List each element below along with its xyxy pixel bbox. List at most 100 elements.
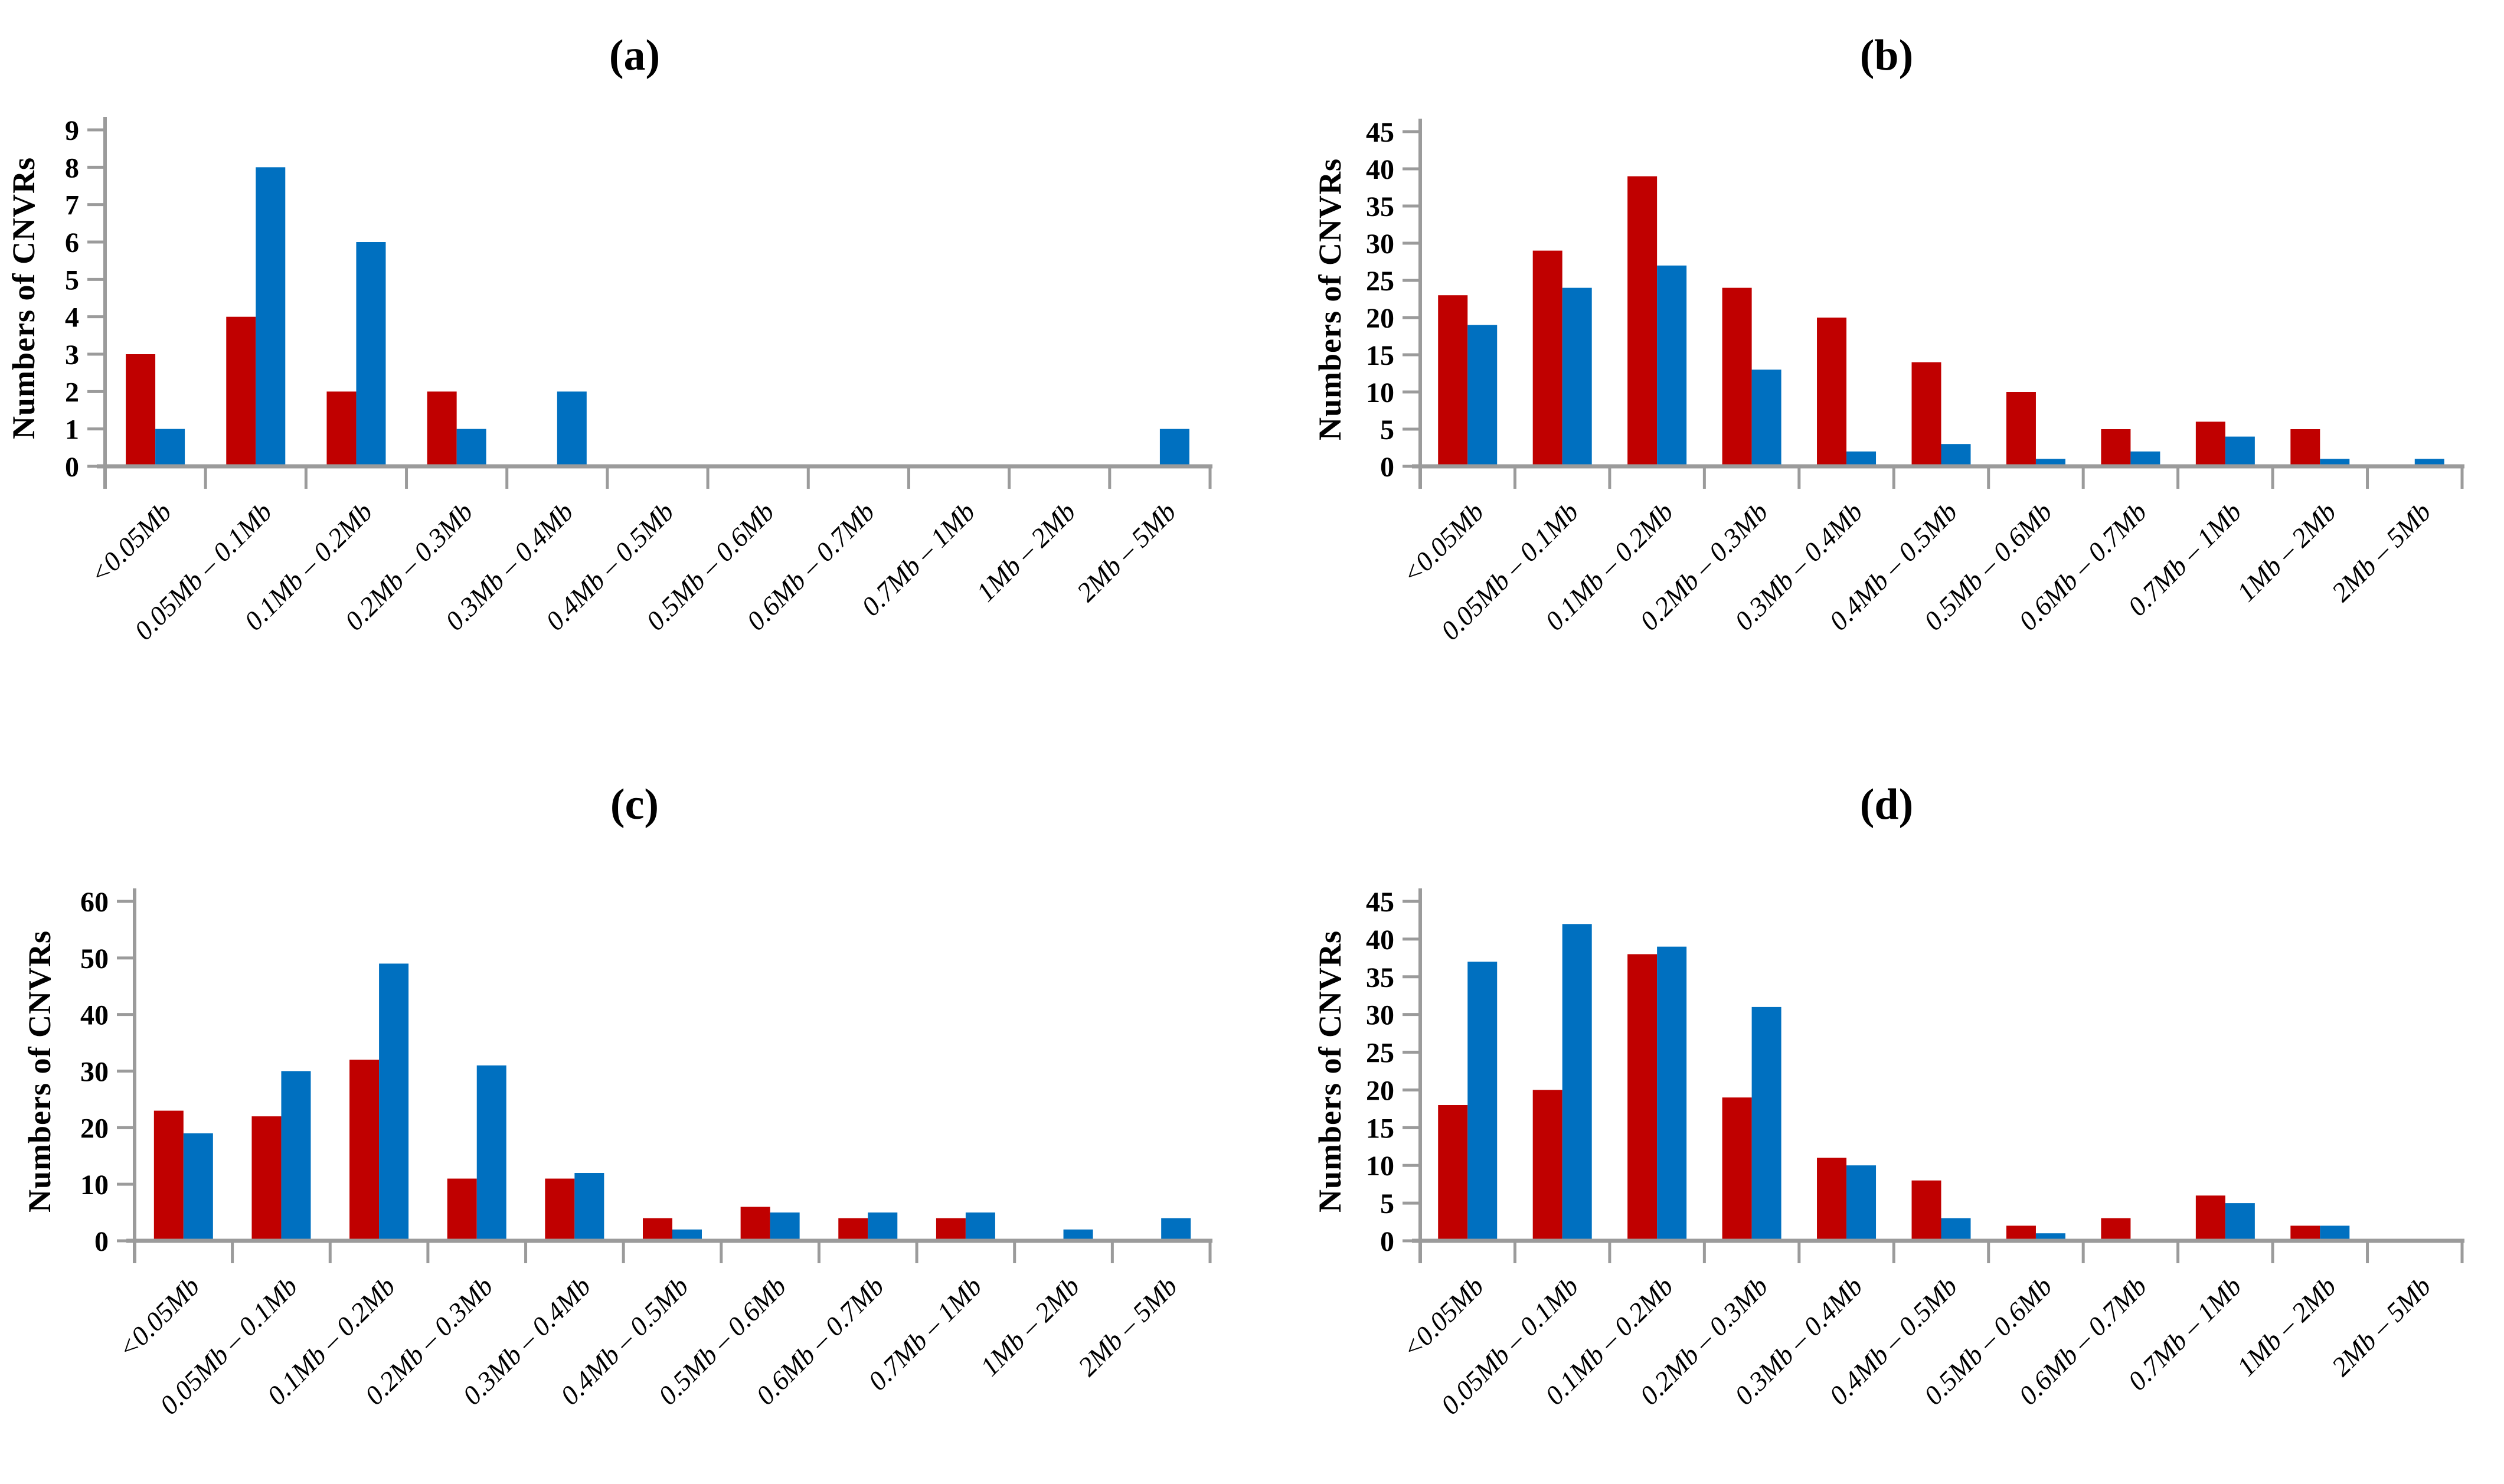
y-tick-label: 9 — [65, 115, 79, 146]
bar-red-d — [1532, 1090, 1562, 1241]
y-tick-label: 20 — [1366, 1075, 1394, 1106]
bar-blue-a — [1159, 429, 1189, 466]
bar-red-a — [427, 391, 457, 466]
bar-red-c — [447, 1178, 477, 1241]
y-tick-label: 2 — [65, 377, 79, 408]
bar-blue-c — [672, 1229, 702, 1241]
y-tick-label: 6 — [65, 227, 79, 259]
bar-blue-d — [1467, 962, 1498, 1241]
panel-d-title: (d) — [1860, 780, 1913, 829]
x-category-label: 1Mb – 2Mb — [970, 496, 1081, 607]
bar-red-b — [1722, 287, 1752, 466]
bar-blue-c — [1161, 1218, 1191, 1241]
bar-blue-a — [557, 391, 587, 466]
bar-blue-c — [965, 1212, 995, 1241]
bar-red-c — [936, 1218, 966, 1241]
y-tick-label: 40 — [1366, 924, 1394, 956]
bar-blue-a — [155, 429, 185, 466]
bar-blue-a — [456, 429, 486, 466]
bar-blue-b — [2130, 451, 2160, 466]
x-category-label: <0.05Mb — [84, 496, 177, 590]
y-tick-label: 15 — [1366, 1113, 1394, 1144]
bar-red-c — [643, 1218, 672, 1241]
bar-red-b — [1627, 176, 1658, 466]
y-tick-label: 60 — [80, 887, 109, 918]
y-tick-label: 25 — [1366, 266, 1394, 297]
bar-blue-d — [1657, 946, 1687, 1241]
bar-red-b — [1532, 250, 1562, 466]
bar-blue-c — [379, 963, 409, 1241]
y-tick-label: 45 — [1366, 117, 1394, 148]
bar-blue-c — [476, 1065, 506, 1241]
bar-blue-b — [1657, 265, 1687, 466]
bar-blue-b — [1751, 370, 1781, 466]
bar-red-b — [2195, 421, 2225, 466]
bar-blue-d — [1941, 1218, 1971, 1241]
x-category-label: <0.05Mb — [1396, 1271, 1489, 1364]
y-tick-label: 3 — [65, 339, 79, 371]
panel-a-title: (a) — [609, 31, 660, 80]
y-tick-label: 7 — [65, 190, 79, 221]
x-category-label: <0.05Mb — [1396, 496, 1489, 590]
panel-b-y-axis-title: Numbers of CNVRs — [1312, 158, 1348, 440]
bar-blue-d — [2320, 1225, 2350, 1241]
y-tick-label: 4 — [65, 302, 79, 334]
bar-red-b — [1438, 295, 1468, 466]
y-tick-label: 25 — [1366, 1038, 1394, 1069]
bar-blue-d — [1846, 1165, 1877, 1241]
bar-red-d — [2006, 1225, 2036, 1241]
bar-red-d — [2195, 1195, 2225, 1241]
y-tick-label: 30 — [1366, 1000, 1394, 1031]
panel-a-y-axis-title: Numbers of CNVRs — [6, 157, 41, 439]
x-category-label: 1Mb – 2Mb — [975, 1271, 1086, 1382]
bar-blue-c — [281, 1071, 311, 1241]
bar-blue-b — [2225, 436, 2255, 466]
y-tick-label: 20 — [1366, 303, 1394, 334]
y-tick-label: 0 — [1380, 452, 1394, 483]
y-tick-label: 10 — [80, 1169, 109, 1201]
panel-d-y-axis-title: Numbers of CNVRs — [1312, 930, 1348, 1212]
y-tick-label: 5 — [1380, 1188, 1394, 1220]
bar-red-a — [326, 391, 357, 466]
bar-red-d — [1817, 1158, 1847, 1241]
x-category-label: 2Mb – 5Mb — [2326, 496, 2437, 607]
y-tick-label: 35 — [1366, 962, 1394, 993]
panel-b-title: (b) — [1860, 31, 1913, 80]
bar-red-c — [838, 1218, 868, 1241]
bar-blue-b — [1846, 451, 1877, 466]
bar-red-d — [2101, 1218, 2131, 1241]
x-category-label: 2Mb – 5Mb — [1071, 496, 1182, 607]
bar-red-c — [153, 1110, 184, 1241]
bar-red-a — [226, 316, 256, 466]
bar-red-d — [1911, 1180, 1941, 1241]
bar-red-d — [1438, 1105, 1468, 1241]
bar-red-b — [2290, 429, 2320, 466]
panel-c-title: (c) — [610, 780, 659, 829]
bar-blue-c — [770, 1212, 800, 1241]
bar-blue-b — [1467, 325, 1498, 466]
bar-blue-c — [868, 1212, 898, 1241]
bar-red-c — [251, 1116, 282, 1241]
y-tick-label: 5 — [65, 264, 79, 296]
bar-blue-a — [356, 242, 386, 466]
y-tick-label: 40 — [1366, 154, 1394, 185]
bar-blue-a — [256, 167, 286, 466]
y-tick-label: 0 — [94, 1226, 109, 1257]
y-tick-label: 0 — [1380, 1226, 1394, 1257]
x-category-label: <0.05Mb — [112, 1271, 205, 1364]
bar-blue-d — [1751, 1006, 1781, 1241]
bar-red-d — [1722, 1097, 1752, 1241]
y-tick-label: 10 — [1366, 377, 1394, 408]
x-category-label: 1Mb – 2Mb — [2231, 496, 2342, 607]
x-category-label: 2Mb – 5Mb — [2326, 1271, 2437, 1382]
y-tick-label: 10 — [1366, 1150, 1394, 1182]
y-tick-label: 45 — [1366, 887, 1394, 918]
bar-blue-c — [1063, 1229, 1093, 1241]
y-tick-label: 1 — [65, 414, 79, 446]
y-tick-label: 35 — [1366, 191, 1394, 223]
bar-blue-d — [1562, 924, 1592, 1241]
